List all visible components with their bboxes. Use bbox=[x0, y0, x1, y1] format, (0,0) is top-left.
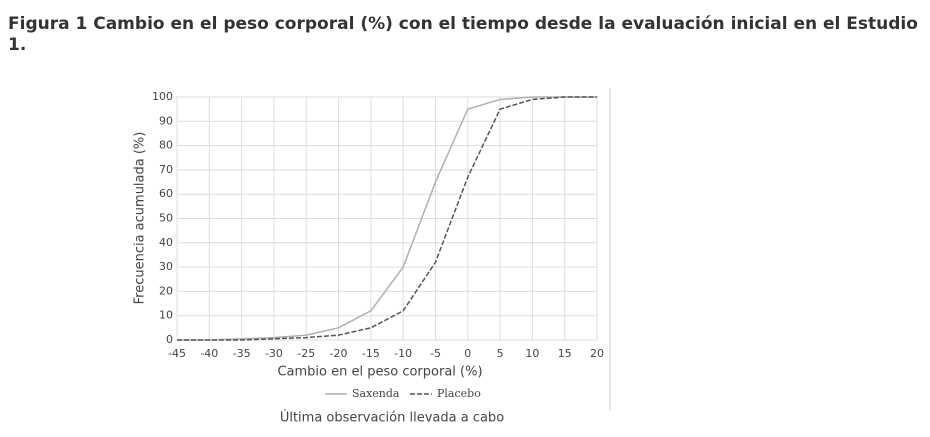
x-tick-label: -35 bbox=[233, 347, 251, 360]
caption: Última observación llevada a cabo bbox=[280, 410, 504, 426]
x-tick-label: 0 bbox=[464, 347, 471, 360]
y-tick-label: 90 bbox=[159, 114, 173, 127]
x-tick-label: 5 bbox=[497, 347, 504, 360]
y-tick-label: 0 bbox=[166, 333, 173, 346]
x-tick-label: -20 bbox=[330, 347, 348, 360]
x-axis-label: Cambio en el peso corporal (%) bbox=[277, 365, 482, 380]
x-tick-label: -5 bbox=[430, 347, 441, 360]
y-tick-label: 10 bbox=[159, 309, 173, 322]
x-tick-label: 15 bbox=[558, 347, 572, 360]
y-tick-label: 60 bbox=[159, 187, 173, 200]
x-tick-label: 20 bbox=[590, 347, 604, 360]
y-tick-label: 20 bbox=[159, 284, 173, 297]
y-tick-label: 80 bbox=[159, 139, 173, 152]
legend-label: Placebo bbox=[437, 387, 481, 400]
y-tick-label: 100 bbox=[152, 90, 173, 103]
x-tick-label: -25 bbox=[297, 347, 315, 360]
x-tick-label: -30 bbox=[265, 347, 283, 360]
y-tick-label: 30 bbox=[159, 260, 173, 273]
x-tick-label: -45 bbox=[168, 347, 186, 360]
y-axis-label: Frecuencia acumulada (%) bbox=[133, 132, 148, 305]
chart-title: Figura 1 Cambio en el peso corporal (%) … bbox=[8, 14, 918, 55]
x-tick-label: -10 bbox=[394, 347, 412, 360]
y-tick-label: 70 bbox=[159, 163, 173, 176]
y-tick-label: 50 bbox=[159, 212, 173, 225]
legend-label: Saxenda bbox=[352, 387, 400, 400]
x-tick-label: -40 bbox=[200, 347, 218, 360]
x-tick-label: 10 bbox=[525, 347, 539, 360]
x-tick-label: -15 bbox=[362, 347, 380, 360]
y-tick-label: 40 bbox=[159, 236, 173, 249]
series-line bbox=[177, 96, 597, 341]
series-line bbox=[177, 96, 597, 341]
